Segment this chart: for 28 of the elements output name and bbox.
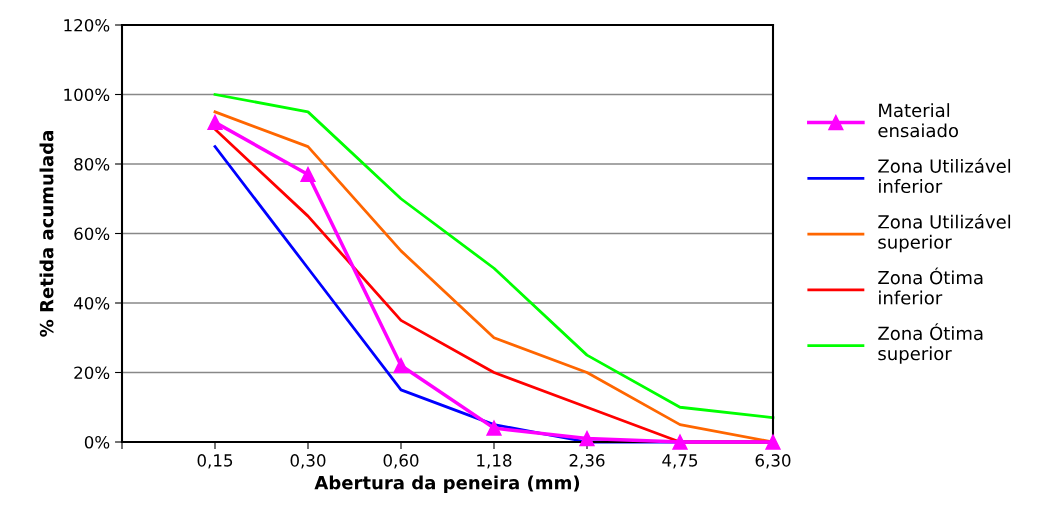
x-tick-label: 1,18 <box>477 454 512 469</box>
y-tick-label: 120% <box>64 18 110 32</box>
y-tick-label: 40% <box>73 296 110 310</box>
point <box>300 166 316 183</box>
x-tick-label: 0,15 <box>197 454 233 469</box>
legend-label: Material ensaiado <box>878 103 959 138</box>
y-tick-label: 60% <box>74 227 110 241</box>
x-tick-label: 0,60 <box>383 454 419 469</box>
y-tick-label: 0% <box>84 435 110 449</box>
y-tick-label: 100% <box>64 88 110 102</box>
x-tick-label: 4,75 <box>662 454 698 469</box>
y-tick-label: 20% <box>74 366 110 380</box>
y-axis-title: % Retida acumulada <box>39 131 54 337</box>
legend-label: Zona Utilizável superior <box>878 213 1011 253</box>
point <box>486 420 502 436</box>
x-tick-label: 2,36 <box>569 454 605 469</box>
point <box>579 430 595 447</box>
x-axis-title: Abertura da peneira (mm) <box>314 475 580 493</box>
point <box>207 114 223 130</box>
legend-label: Zona Ótima superior <box>878 323 983 364</box>
legend-label: Zona Ótima inferior <box>878 267 983 305</box>
legend-label: Zona Utilizável inferior <box>878 158 1011 194</box>
point <box>393 357 409 374</box>
y-tick-label: 80% <box>74 157 110 171</box>
x-tick-label: 6,30 <box>755 454 791 469</box>
point <box>765 434 781 450</box>
x-tick-label: 0,30 <box>290 454 326 469</box>
point <box>672 434 688 450</box>
